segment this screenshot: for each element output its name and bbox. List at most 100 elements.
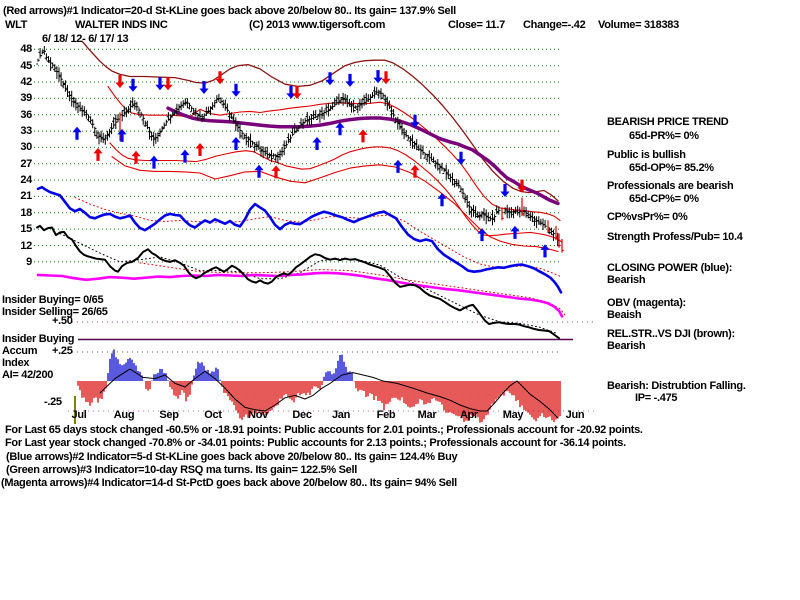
- x-axis-month-label: Nov: [248, 409, 268, 421]
- summary-year: For Last year stock changed -70.8% or -3…: [5, 437, 626, 449]
- insider-selling-count: Insider Selling= 26/65: [2, 306, 108, 318]
- sell-arrow-icon: [163, 77, 173, 91]
- buy-arrow-icon: [312, 137, 322, 150]
- sell-arrow-icon: [517, 179, 527, 193]
- buy-arrow-icon: [437, 193, 447, 207]
- buy-arrow-icon: [231, 137, 241, 150]
- buy-arrow-icon: [393, 159, 403, 173]
- pr-percent: 65d-PR%= 0%: [629, 130, 699, 142]
- x-axis-month-label: Sep: [159, 409, 179, 421]
- x-axis-month-label: Apr: [459, 409, 479, 421]
- obv-status: Beaish: [607, 309, 642, 321]
- volume-value: Volume= 318383: [598, 19, 679, 31]
- summary-65day: For Last 65 days stock changed -60.5% or…: [5, 424, 643, 436]
- signal-arrow-icon: [155, 77, 165, 91]
- x-axis-month-label: Jan: [331, 409, 351, 421]
- signal-arrow-icon: [456, 151, 466, 165]
- obv-title: OBV (magenta):: [607, 297, 686, 309]
- ip-value: IP= -.475: [635, 392, 678, 404]
- close-value: Close= 11.7: [448, 19, 505, 31]
- cp-vs-pr: CP%vsPr%= 0%: [607, 211, 688, 223]
- x-axis-month-label: May: [502, 409, 524, 421]
- y-axis-price-label: 15: [20, 223, 32, 235]
- ticker-symbol: WLT: [5, 19, 28, 31]
- index-label: Index: [2, 357, 30, 369]
- closing-power-title: CLOSING POWER (blue):: [607, 262, 733, 274]
- y-axis-price-label: 45: [20, 60, 32, 72]
- signal-arrow-icon: [199, 81, 209, 94]
- signal-arrow-icon: [373, 70, 383, 84]
- scale-plus25: +.25: [52, 345, 73, 357]
- cp-percent: 65d-CP%= 0%: [629, 193, 699, 205]
- relstr-title: REL.STR..VS DJI (brown):: [607, 328, 735, 340]
- x-axis-month-label: Oct: [204, 409, 222, 421]
- y-axis-price-label: 21: [20, 190, 32, 202]
- x-axis-month-label: Jun: [565, 409, 585, 421]
- sell-arrow-icon: [195, 143, 205, 156]
- y-axis-price-label: 24: [20, 174, 32, 186]
- indicator4-legend: (Magenta arrows)#4 Indicator=14-d St-Pct…: [1, 477, 457, 489]
- scale-plus50: +.50: [52, 315, 73, 327]
- sell-arrow-icon: [358, 129, 368, 143]
- sell-arrow-icon: [410, 164, 420, 178]
- accum-label: Accum: [2, 345, 38, 357]
- buy-arrow-icon: [335, 122, 345, 136]
- buy-arrow-icon: [510, 225, 520, 239]
- signal-arrow-icon: [500, 184, 510, 197]
- y-axis-price-label: 27: [20, 158, 32, 170]
- signal-arrow-icon: [286, 85, 296, 99]
- sell-arrow-icon: [93, 147, 103, 161]
- y-axis-price-label: 30: [20, 141, 32, 153]
- y-axis-price-label: 18: [20, 207, 32, 219]
- public-status: Public is bullish: [607, 149, 686, 161]
- indicator2-legend: (Blue arrows)#2 Indicator=5-d St-KLine g…: [6, 451, 458, 463]
- x-axis-month-label: Mar: [417, 409, 437, 421]
- signal-arrow-icon: [128, 78, 138, 92]
- sell-arrow-icon: [115, 75, 125, 88]
- closing-power-status: Bearish: [607, 274, 646, 286]
- buy-arrow-icon: [540, 244, 550, 258]
- x-axis-month-label: Feb: [376, 409, 396, 421]
- distribution-status: Bearish: Distrubtion Falling.: [607, 380, 746, 392]
- y-axis-price-label: 48: [20, 43, 32, 55]
- sell-arrow-icon: [215, 71, 225, 85]
- scale-minus25: -.25: [44, 396, 62, 408]
- y-axis-price-label: 33: [20, 125, 32, 137]
- indicator1-legend: (Red arrows)#1 Indicator=20-d St-KLine g…: [3, 5, 456, 17]
- x-axis-month-label: Dec: [292, 409, 312, 421]
- buy-arrow-icon: [117, 128, 127, 142]
- change-value: Change=-.42: [523, 19, 586, 31]
- signal-arrow-icon: [325, 72, 335, 86]
- relstr-status: Bearish: [607, 340, 646, 352]
- y-axis-price-label: 9: [26, 256, 32, 268]
- x-axis-month-label: Jul: [71, 409, 87, 421]
- company-name: WALTER INDS INC: [75, 19, 168, 31]
- y-axis-price-label: 39: [20, 92, 32, 104]
- signal-arrow-icon: [231, 83, 241, 97]
- signal-arrow-icon: [345, 73, 355, 87]
- signal-arrow-icon: [410, 114, 420, 128]
- date-range: 6/ 18/ 12- 6/ 17/ 13: [42, 33, 129, 45]
- buy-arrow-icon: [149, 155, 159, 169]
- y-axis-price-label: 42: [20, 76, 32, 88]
- professionals-status: Professionals are bearish: [607, 180, 734, 192]
- sell-arrow-icon: [271, 165, 281, 179]
- indicator3-legend: (Green arrows)#3 Indicator=10-day RSQ ma…: [6, 464, 357, 476]
- y-axis-price-label: 36: [20, 109, 32, 121]
- buy-arrow-icon: [180, 149, 190, 163]
- sell-arrow-icon: [381, 71, 391, 85]
- x-axis-month-label: Aug: [113, 409, 135, 421]
- op-percent: 65d-OP%= 85.2%: [629, 162, 714, 174]
- strength-ratio: Strength Profess/Pub= 10.4: [607, 231, 743, 243]
- insider-buying-label: Insider Buying: [2, 333, 75, 345]
- sell-arrow-icon: [131, 150, 141, 164]
- copyright-text: (C) 2013 www.tigersoft.com: [249, 19, 386, 31]
- sell-arrow-icon: [292, 85, 302, 99]
- buy-arrow-icon: [254, 164, 264, 178]
- trend-status: BEARISH PRICE TREND: [607, 116, 729, 128]
- insider-buying-count: Insider Buying= 0/65: [2, 294, 104, 306]
- ai-value: AI= 42/200: [2, 369, 54, 381]
- buy-arrow-icon: [72, 126, 82, 140]
